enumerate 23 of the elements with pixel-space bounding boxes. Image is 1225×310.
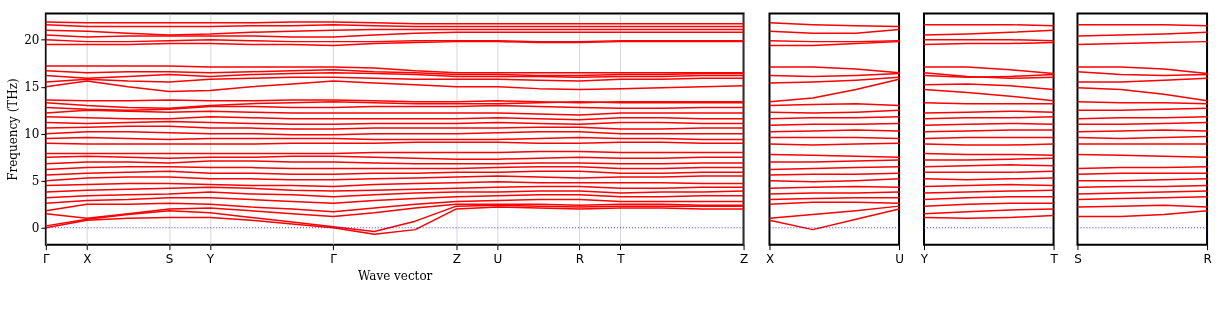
- x-tick-label: T: [1049, 252, 1059, 267]
- y-tick-label: 5: [31, 174, 40, 189]
- x-tick-label: X: [83, 252, 92, 267]
- x-tick-label: S: [165, 252, 174, 267]
- x-tick-label: Y: [919, 252, 929, 267]
- x-tick-label: T: [616, 252, 626, 267]
- x-tick-label: Z: [739, 252, 749, 267]
- x-tick-label: Z: [452, 252, 461, 267]
- x-tick-label: R: [1203, 252, 1212, 267]
- x-tick-label: Γ: [43, 252, 51, 267]
- x-tick-label: Y: [205, 252, 215, 267]
- y-axis-title: Frequency (THz): [6, 78, 21, 181]
- x-tick-label: Γ: [330, 252, 338, 267]
- x-tick-label: X: [765, 252, 775, 267]
- y-tick-label: 0: [31, 221, 40, 236]
- y-tick-label: 15: [24, 80, 40, 95]
- x-axis-title: Wave vector: [358, 269, 433, 284]
- y-tick-label: 20: [24, 33, 40, 48]
- x-tick-label: U: [895, 252, 904, 267]
- x-tick-label: R: [575, 252, 585, 267]
- x-tick-label: U: [493, 252, 503, 267]
- y-tick-label: 10: [24, 127, 40, 142]
- x-tick-label: S: [1074, 252, 1082, 267]
